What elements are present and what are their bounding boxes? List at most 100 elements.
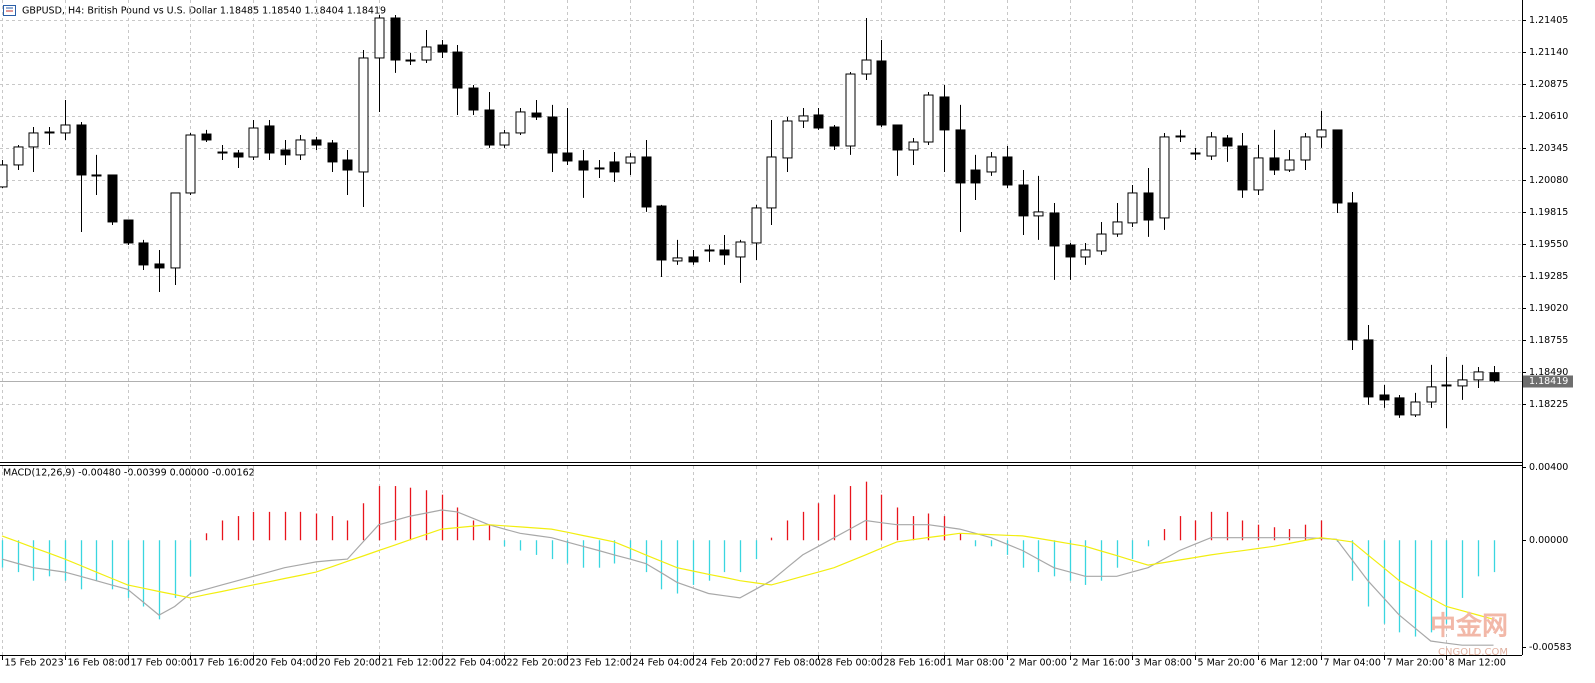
- candle-body: [547, 116, 558, 154]
- candle-body: [766, 156, 777, 209]
- candle-body: [76, 124, 87, 176]
- candle-body: [1473, 371, 1484, 381]
- candle-body: [1457, 379, 1468, 387]
- candle-body: [1237, 145, 1248, 191]
- candle-body: [751, 207, 762, 244]
- candle-body: [107, 174, 118, 223]
- y-tick-label: 1.18225: [1529, 399, 1568, 410]
- candle-body: [123, 219, 134, 244]
- x-tick-label: 24 Feb 20:00: [696, 658, 758, 669]
- y-tick-label: 1.19020: [1529, 303, 1568, 314]
- last-price-box: [1523, 375, 1573, 388]
- candle-body: [782, 120, 793, 159]
- candle-body: [91, 174, 102, 177]
- candle-body: [248, 127, 259, 158]
- x-tick-label: 8 Mar 12:00: [1449, 658, 1506, 669]
- candle-body: [405, 59, 416, 62]
- indicator-line: [1, 509, 1494, 646]
- candle-body: [1332, 129, 1343, 204]
- candle-body: [437, 44, 448, 53]
- candle-body: [578, 160, 589, 171]
- candle-body: [1190, 152, 1201, 155]
- candle-body: [861, 59, 872, 75]
- y-tick-label: 1.20875: [1529, 79, 1568, 90]
- candle-body: [1441, 384, 1452, 387]
- candle-body: [1284, 159, 1295, 171]
- candle-body: [688, 256, 699, 263]
- candle-body: [908, 141, 919, 151]
- watermark-site: CNGOLD.COM: [1438, 647, 1508, 658]
- candle-body: [185, 134, 196, 194]
- candle-body: [1143, 192, 1154, 221]
- y-tick-label: 1.19815: [1529, 207, 1568, 218]
- candle-body: [1175, 135, 1186, 138]
- candle-body: [1080, 249, 1091, 258]
- candle-body: [0, 164, 8, 188]
- x-tick-label: 7 Mar 04:00: [1324, 658, 1381, 669]
- candle-body: [1222, 137, 1233, 147]
- y-tick-label: -0.00583: [1529, 642, 1572, 653]
- candle-body: [499, 132, 510, 146]
- candle-body: [468, 87, 479, 111]
- y-tick-label: 1.20345: [1529, 143, 1568, 154]
- candle-body: [1394, 397, 1405, 416]
- candle-body: [735, 241, 746, 258]
- candle-body: [798, 115, 809, 122]
- candle-body: [13, 146, 24, 166]
- x-tick-label: 28 Feb 00:00: [821, 658, 883, 669]
- candle-body: [452, 51, 463, 89]
- candle-body: [1300, 136, 1311, 161]
- candle-body: [1410, 401, 1421, 416]
- candle-body: [625, 156, 636, 164]
- x-tick-label: 6 Mar 12:00: [1261, 658, 1318, 669]
- candle-body: [1269, 157, 1280, 171]
- candle-body: [374, 17, 385, 59]
- candle-body: [845, 73, 856, 147]
- candle-body: [28, 132, 39, 148]
- candle-body: [829, 126, 840, 147]
- candle-body: [641, 156, 652, 208]
- candle-body: [342, 159, 353, 171]
- candle-body: [1049, 212, 1060, 247]
- candle-body: [484, 109, 495, 146]
- candle-body: [1096, 233, 1107, 252]
- candle-body: [138, 242, 149, 266]
- x-tick-label: 28 Feb 16:00: [884, 658, 946, 669]
- candle-body: [1002, 156, 1013, 186]
- x-tick-label: 27 Feb 08:00: [759, 658, 821, 669]
- candle-body: [892, 124, 903, 151]
- x-tick-label: 22 Feb 04:00: [445, 658, 507, 669]
- y-tick-label: 1.20610: [1529, 111, 1568, 122]
- x-tick-label: 16 Feb 08:00: [68, 658, 130, 669]
- y-tick-label: 1.21140: [1529, 47, 1568, 58]
- y-tick-label: 1.20080: [1529, 175, 1568, 186]
- watermark-logo: 中金网: [1430, 611, 1508, 642]
- candle-body: [327, 142, 338, 163]
- candle-body: [704, 249, 715, 252]
- candle-body: [923, 94, 934, 143]
- y-tick-label: 1.21405: [1529, 15, 1568, 26]
- candle-body: [1363, 339, 1374, 398]
- candle-body: [1489, 372, 1500, 382]
- candle-body: [1347, 202, 1358, 341]
- candle-body: [970, 169, 981, 184]
- candle-body: [264, 125, 275, 154]
- candle-body: [1426, 386, 1437, 403]
- candle-body: [217, 151, 228, 154]
- candle-body: [986, 156, 997, 173]
- candle-body: [1018, 184, 1029, 217]
- candle-body: [1206, 136, 1217, 157]
- candle-body: [44, 131, 55, 134]
- candle-body: [876, 60, 887, 126]
- y-tick-label: 0.00000: [1529, 535, 1568, 546]
- candle-body: [562, 152, 573, 162]
- y-tick-label: 1.19285: [1529, 271, 1568, 282]
- y-tick-label: 1.18755: [1529, 335, 1568, 346]
- chart-title: GBPUSD, H4: British Pound vs U.S. Dollar…: [22, 6, 386, 17]
- x-tick-label: 3 Mar 08:00: [1135, 658, 1192, 669]
- candle-body: [233, 152, 244, 158]
- x-tick-label: 15 Feb 2023: [5, 658, 64, 669]
- candle-body: [672, 257, 683, 262]
